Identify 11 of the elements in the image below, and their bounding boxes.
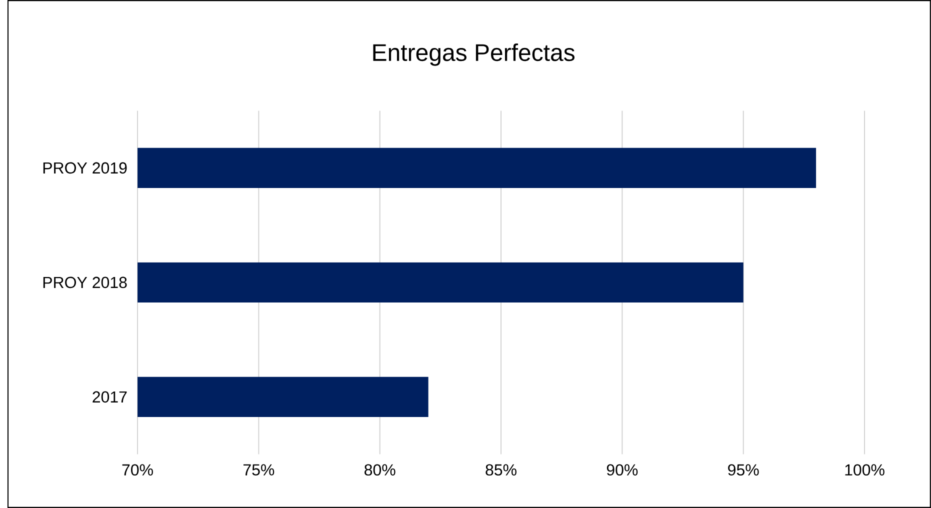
chart-title: Entregas Perfectas	[373, 43, 575, 66]
x-tick-label: 100%	[845, 464, 884, 476]
x-tick-label: 95%	[728, 464, 759, 476]
y-tick-label: PROY 2019	[43, 162, 127, 174]
y-tick-label: PROY 2018	[43, 276, 127, 288]
y-tick-label: 2017	[92, 391, 127, 403]
x-tick-label: 80%	[364, 464, 396, 476]
x-tick-label: 75%	[243, 464, 274, 476]
x-tick-label: 90%	[606, 464, 638, 476]
x-tick-label: 70%	[122, 464, 153, 476]
x-tick-label: 85%	[486, 464, 516, 476]
